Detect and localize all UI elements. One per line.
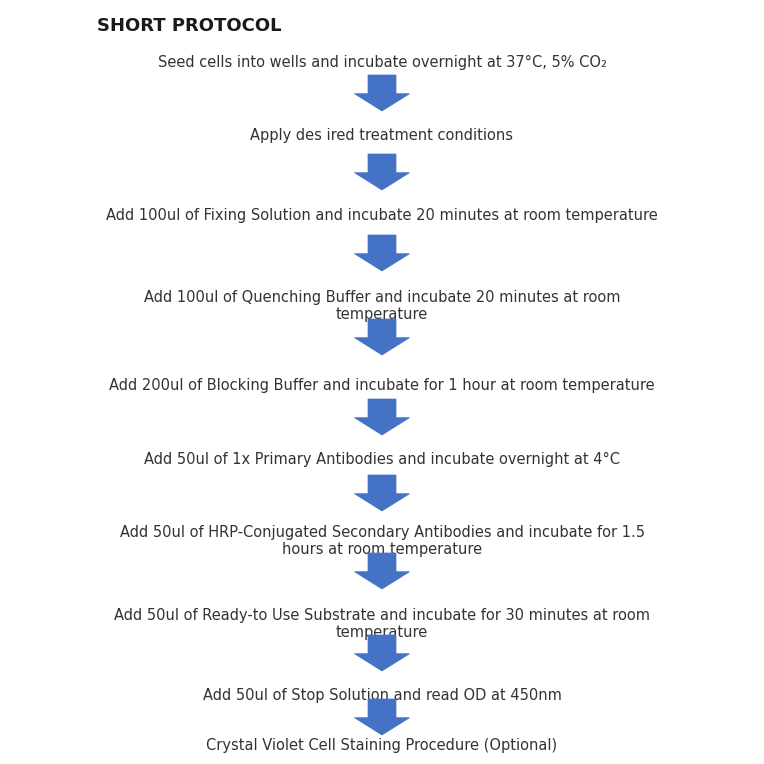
Text: Add 100ul of Fixing Solution and incubate 20 minutes at room temperature: Add 100ul of Fixing Solution and incubat… [106, 208, 658, 223]
Text: Add 50ul of Stop Solution and read OD at 450nm: Add 50ul of Stop Solution and read OD at… [202, 688, 562, 703]
Polygon shape [354, 553, 410, 589]
Polygon shape [354, 235, 410, 271]
Polygon shape [354, 399, 410, 435]
Text: Crystal Violet Cell Staining Procedure (Optional): Crystal Violet Cell Staining Procedure (… [206, 738, 558, 753]
Text: SHORT PROTOCOL: SHORT PROTOCOL [97, 17, 281, 35]
Text: Seed cells into wells and incubate overnight at 37°C, 5% CO₂: Seed cells into wells and incubate overn… [157, 55, 607, 70]
Polygon shape [354, 635, 410, 671]
Polygon shape [354, 319, 410, 355]
Text: Add 100ul of Quenching Buffer and incubate 20 minutes at room
temperature: Add 100ul of Quenching Buffer and incuba… [144, 290, 620, 322]
Text: Add 50ul of 1x Primary Antibodies and incubate overnight at 4°C: Add 50ul of 1x Primary Antibodies and in… [144, 452, 620, 467]
Text: Add 200ul of Blocking Buffer and incubate for 1 hour at room temperature: Add 200ul of Blocking Buffer and incubat… [109, 378, 655, 393]
Text: Add 50ul of Ready-to Use Substrate and incubate for 30 minutes at room
temperatu: Add 50ul of Ready-to Use Substrate and i… [114, 608, 650, 640]
Polygon shape [354, 154, 410, 190]
Polygon shape [354, 699, 410, 735]
Polygon shape [354, 75, 410, 111]
Text: Add 50ul of HRP-Conjugated Secondary Antibodies and incubate for 1.5
hours at ro: Add 50ul of HRP-Conjugated Secondary Ant… [119, 525, 645, 558]
Polygon shape [354, 475, 410, 511]
Text: Apply des ired treatment conditions: Apply des ired treatment conditions [251, 128, 513, 143]
